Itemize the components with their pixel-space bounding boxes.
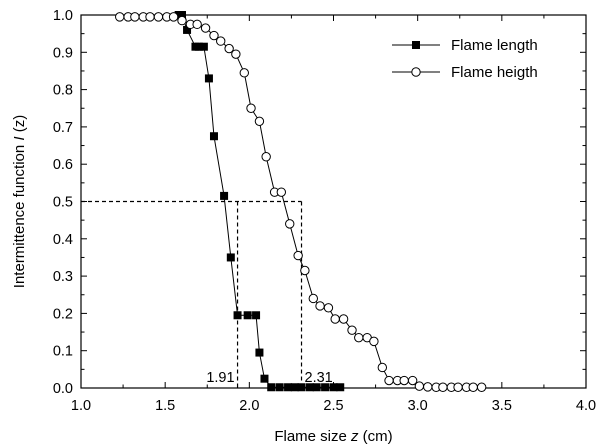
legend: Flame length Flame heigth <box>392 37 538 81</box>
data-point <box>312 383 321 392</box>
y-tick-label: 0.1 <box>53 344 73 360</box>
data-point <box>115 12 125 22</box>
data-point <box>178 11 186 19</box>
data-point <box>414 381 425 391</box>
data-point <box>284 383 293 392</box>
data-point <box>453 382 463 392</box>
y-tick-label: 0.3 <box>53 269 73 285</box>
data-point <box>145 12 155 22</box>
data-point <box>254 116 265 127</box>
data-point <box>305 383 314 392</box>
data-point <box>276 187 287 197</box>
data-point <box>231 49 241 59</box>
data-point <box>204 74 213 83</box>
data-point <box>216 36 226 46</box>
x-tick-label: 1.5 <box>155 398 175 414</box>
data-point <box>315 301 325 311</box>
data-point <box>323 303 334 313</box>
data-point <box>130 12 140 22</box>
data-point <box>476 382 487 392</box>
y-tick-label: 0.2 <box>53 306 73 322</box>
data-point <box>199 42 208 51</box>
series-layer <box>115 11 487 392</box>
annotation-layer: 1.91 2.31 <box>206 370 332 386</box>
data-point <box>329 383 338 392</box>
x-tick-label: 2.5 <box>323 398 343 414</box>
data-point <box>423 382 433 392</box>
data-point <box>243 311 252 320</box>
legend-label: Flame heigth <box>451 64 538 81</box>
y-tick-label: 0.8 <box>53 83 73 99</box>
x-tick-label: 1.0 <box>71 398 91 414</box>
series-flame-heigth <box>115 12 487 392</box>
data-point <box>354 332 364 343</box>
data-point <box>338 314 349 324</box>
data-point <box>377 362 388 373</box>
plot-area: 1.0 1.5 2.0 2.5 3.0 3.5 4.0 0.0 0.1 0.2 0.3 0.4 0.5… <box>53 8 596 414</box>
legend-label: Flame length <box>451 37 538 54</box>
data-point <box>192 19 202 30</box>
data-point <box>255 348 264 357</box>
data-point <box>261 152 271 162</box>
y-tick-label: 0.4 <box>53 232 73 248</box>
data-point <box>369 336 379 347</box>
x-tick-label: 3.5 <box>492 398 512 414</box>
y-axis-title: Intermittence function I (z) <box>11 115 28 288</box>
data-point <box>308 293 318 304</box>
data-point <box>209 30 219 41</box>
x-tick-label: 2.0 <box>239 398 259 414</box>
data-point <box>239 68 249 78</box>
data-point <box>285 219 295 229</box>
x-axis: 1.0 1.5 2.0 2.5 3.0 3.5 4.0 <box>71 15 596 414</box>
y-tick-label: 0.0 <box>53 381 73 397</box>
data-point <box>233 311 242 320</box>
x-tick-label: 3.0 <box>408 398 428 414</box>
data-point <box>200 23 211 33</box>
x-tick-label: 4.0 <box>576 398 596 414</box>
data-point <box>407 375 418 386</box>
data-point <box>321 383 330 392</box>
data-point <box>194 42 203 51</box>
annotation-label: 2.31 <box>305 370 333 386</box>
data-point <box>290 383 299 392</box>
data-point <box>224 43 234 54</box>
annotation-label: 1.91 <box>206 370 234 386</box>
y-tick-label: 0.9 <box>53 45 73 61</box>
series-flame-length <box>174 11 345 392</box>
y-axis: 0.0 0.1 0.2 0.3 0.4 0.5 0.6 0.7 0.8 0.9 1.0 <box>53 8 586 397</box>
data-point <box>293 250 303 261</box>
y-tick-label: 0.7 <box>53 120 73 136</box>
data-point <box>468 382 478 392</box>
data-point <box>347 325 357 335</box>
data-point <box>252 311 261 320</box>
data-point <box>297 383 306 392</box>
data-point <box>399 375 409 386</box>
data-point <box>330 314 340 324</box>
reference-lines <box>81 200 303 388</box>
data-point <box>300 265 310 276</box>
data-point <box>260 374 269 383</box>
data-point <box>384 375 394 386</box>
data-point <box>183 25 192 34</box>
legend-marker-open-circle <box>411 67 421 77</box>
data-point <box>438 382 448 392</box>
data-point <box>226 253 235 262</box>
y-tick-label: 0.6 <box>53 157 73 173</box>
data-point <box>177 15 187 26</box>
data-point <box>267 383 276 392</box>
data-point <box>246 103 256 113</box>
legend-marker-filled-square <box>412 41 420 49</box>
y-tick-label: 1.0 <box>53 8 73 24</box>
data-point <box>168 12 179 22</box>
data-point <box>153 12 164 22</box>
data-point <box>220 191 229 200</box>
data-point <box>209 132 218 141</box>
data-point <box>336 383 345 392</box>
y-tick-label: 0.5 <box>53 195 73 211</box>
x-axis-title: Flame size z (cm) <box>274 428 392 445</box>
data-point <box>275 383 284 392</box>
